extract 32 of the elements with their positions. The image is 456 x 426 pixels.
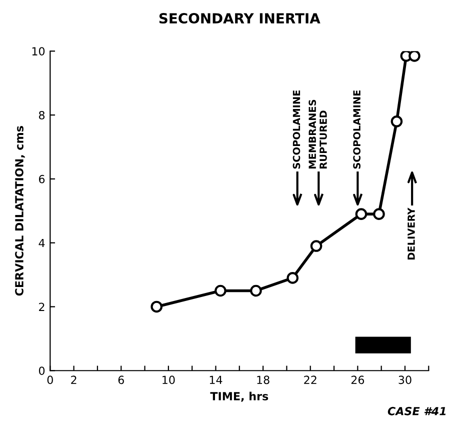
x-tick-label: 0 <box>47 376 53 384</box>
x-tick-label: 10 <box>162 376 175 384</box>
text: CASE #41 <box>388 406 446 416</box>
x-tick-label: 30 <box>398 376 412 384</box>
point <box>408 51 420 62</box>
y-tick-label: 0 <box>38 366 45 375</box>
ref-line-label: DELIVERY <box>408 208 415 260</box>
point <box>355 208 368 220</box>
ref-line-label: SCOPOLAMINE <box>353 90 360 169</box>
x-axis-title: TIME, hrs <box>210 392 268 402</box>
y-tick-label: 2 <box>39 302 44 311</box>
ref-line-label: MEMBRANES RUPTURED <box>308 100 327 168</box>
point <box>286 272 299 284</box>
y-tick-label: 8 <box>38 110 45 120</box>
y-tick-label: 6 <box>39 174 45 184</box>
x-tick-label: 2 <box>71 376 76 384</box>
ref-line-label: SCOPOLAMINE <box>292 90 300 169</box>
point <box>310 240 322 252</box>
y-tick-label: 4 <box>38 238 45 248</box>
x-tick-label: 14 <box>210 376 222 384</box>
x-tick-label: 18 <box>257 376 270 384</box>
chart-title: SECONDARY INERTIA <box>159 13 320 24</box>
point <box>390 116 403 128</box>
point <box>150 300 163 313</box>
point <box>373 208 385 220</box>
x-tick-label: 26 <box>351 376 364 384</box>
y-axis-title: CERVICAL DILATATION, cms <box>15 126 25 296</box>
y-tick-label: 10 <box>32 47 45 56</box>
x-tick-label: 22 <box>304 376 316 384</box>
point <box>250 284 262 297</box>
point <box>214 284 226 297</box>
x-tick-label: 6 <box>118 376 124 384</box>
